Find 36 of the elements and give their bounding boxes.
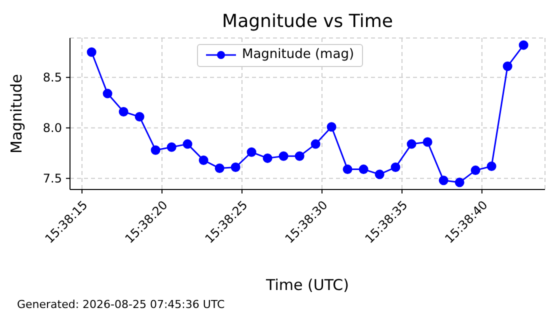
point bbox=[342, 164, 352, 174]
point bbox=[102, 88, 112, 98]
point bbox=[486, 162, 496, 172]
point bbox=[390, 162, 400, 172]
x-axis-title: Time (UTC) bbox=[265, 276, 350, 294]
point bbox=[166, 142, 176, 152]
point bbox=[326, 122, 336, 132]
chart-title: Magnitude vs Time bbox=[221, 11, 394, 32]
point bbox=[278, 151, 288, 161]
point bbox=[198, 155, 208, 165]
point bbox=[214, 164, 224, 174]
point bbox=[454, 178, 464, 188]
point bbox=[358, 164, 368, 174]
point bbox=[310, 139, 320, 149]
point bbox=[374, 170, 384, 180]
point bbox=[502, 62, 512, 72]
point bbox=[294, 151, 304, 161]
point bbox=[182, 139, 192, 149]
point bbox=[470, 166, 480, 176]
legend-label: Magnitude (mag) bbox=[242, 47, 354, 62]
y-tick-label: 8.0 bbox=[42, 120, 62, 135]
point bbox=[438, 176, 448, 186]
y-axis-title: Magnitude bbox=[7, 74, 26, 154]
point bbox=[134, 112, 144, 122]
point bbox=[422, 137, 432, 147]
y-tick-label: 7.5 bbox=[42, 171, 62, 186]
point bbox=[518, 40, 528, 50]
point bbox=[118, 106, 128, 116]
point bbox=[150, 145, 160, 155]
point bbox=[230, 162, 240, 172]
point bbox=[86, 47, 96, 57]
text: Generated: 2026-08-25 07:45:36 UTC bbox=[17, 298, 225, 311]
point bbox=[406, 139, 416, 149]
point bbox=[262, 153, 272, 163]
y-tick-label: 8.5 bbox=[42, 70, 62, 84]
point bbox=[246, 147, 256, 157]
